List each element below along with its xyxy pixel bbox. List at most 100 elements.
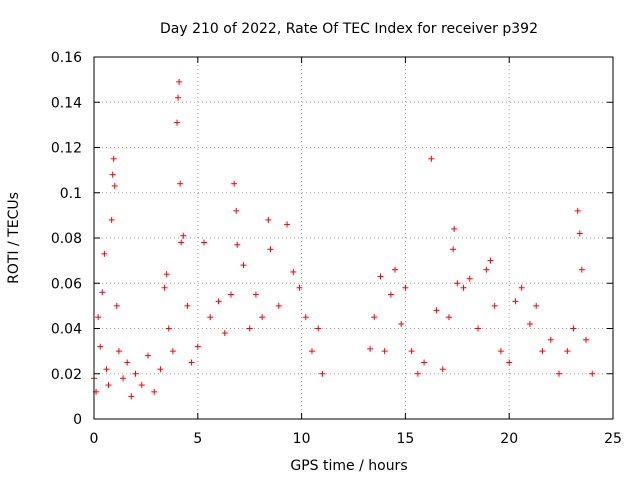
data-point <box>174 119 181 126</box>
data-point <box>583 336 590 343</box>
data-point <box>169 348 176 355</box>
data-point <box>144 352 151 359</box>
data-point <box>234 241 241 248</box>
data-point <box>387 291 394 298</box>
x-tick-label: 10 <box>293 431 311 447</box>
data-point <box>120 375 127 382</box>
data-point <box>97 343 104 350</box>
data-point <box>450 246 457 253</box>
data-points <box>91 78 596 400</box>
data-point <box>381 348 388 355</box>
data-point <box>161 284 168 291</box>
data-point <box>194 343 201 350</box>
data-point <box>157 366 164 373</box>
data-point <box>252 291 259 298</box>
data-point <box>506 359 513 366</box>
chart-title: Day 210 of 2022, Rate Of TEC Index for r… <box>160 21 538 37</box>
data-point <box>512 298 519 305</box>
data-point <box>466 275 473 282</box>
data-point <box>578 266 585 273</box>
data-point <box>428 155 435 162</box>
data-point <box>475 325 482 332</box>
y-tick-label: 0 <box>73 412 82 428</box>
data-point <box>414 370 421 377</box>
data-point <box>180 232 187 239</box>
data-point <box>497 348 504 355</box>
plot-frame <box>93 56 614 420</box>
data-point <box>176 78 183 85</box>
data-point <box>177 180 184 187</box>
data-point <box>175 94 182 101</box>
data-point <box>319 370 326 377</box>
data-point <box>556 370 563 377</box>
data-point <box>124 359 131 366</box>
data-point <box>113 302 120 309</box>
data-point <box>163 271 170 278</box>
data-point <box>308 348 315 355</box>
data-point <box>231 180 238 187</box>
data-point <box>103 366 110 373</box>
data-point <box>151 388 158 395</box>
data-point <box>576 230 583 237</box>
data-point <box>207 314 214 321</box>
data-point <box>95 314 102 321</box>
data-point <box>487 257 494 264</box>
data-point <box>445 314 452 321</box>
grid-lines <box>94 57 613 419</box>
data-point <box>228 291 235 298</box>
y-axis-label: ROTI / TECUs <box>6 192 22 284</box>
data-point <box>184 302 191 309</box>
data-point <box>138 382 145 389</box>
data-point <box>267 246 274 253</box>
y-tick-label: 0.08 <box>51 231 82 247</box>
data-point <box>165 325 172 332</box>
data-point <box>101 250 108 257</box>
data-point <box>109 171 116 178</box>
data-point <box>246 325 253 332</box>
axis-ticks <box>93 56 614 420</box>
data-point <box>201 239 208 246</box>
data-point <box>105 382 112 389</box>
data-point <box>296 284 303 291</box>
data-point <box>483 266 490 273</box>
y-tick-label: 0.14 <box>51 95 82 111</box>
x-tick-label: 0 <box>90 431 99 447</box>
y-tick-label: 0.02 <box>51 367 82 383</box>
data-point <box>408 348 415 355</box>
data-point <box>275 302 282 309</box>
data-point <box>233 207 240 214</box>
data-point <box>564 348 571 355</box>
data-point <box>221 330 228 337</box>
data-point <box>398 320 405 327</box>
x-tick-labels: 0 5 10 15 20 25 <box>90 431 622 447</box>
data-point <box>547 336 554 343</box>
data-point <box>460 284 467 291</box>
data-point <box>315 325 322 332</box>
data-point <box>108 216 115 223</box>
data-point <box>433 307 440 314</box>
data-point <box>539 348 546 355</box>
data-point <box>115 348 122 355</box>
data-point <box>526 320 533 327</box>
y-tick-label: 0.12 <box>51 141 82 157</box>
data-point <box>265 216 272 223</box>
data-point <box>377 273 384 280</box>
data-point <box>178 239 185 246</box>
data-point <box>259 314 266 321</box>
data-point <box>439 366 446 373</box>
data-point <box>302 314 309 321</box>
x-tick-label: 15 <box>396 431 414 447</box>
data-point <box>188 359 195 366</box>
x-axis-label: GPS time / hours <box>290 458 407 474</box>
y-tick-label: 0.16 <box>51 50 82 66</box>
x-tick-label: 25 <box>604 431 622 447</box>
data-point <box>110 155 117 162</box>
data-point <box>451 225 458 232</box>
y-tick-label: 0.1 <box>60 186 82 202</box>
y-tick-label: 0.04 <box>51 322 82 338</box>
data-point <box>491 302 498 309</box>
data-point <box>533 302 540 309</box>
data-point <box>570 325 577 332</box>
data-point <box>132 370 139 377</box>
